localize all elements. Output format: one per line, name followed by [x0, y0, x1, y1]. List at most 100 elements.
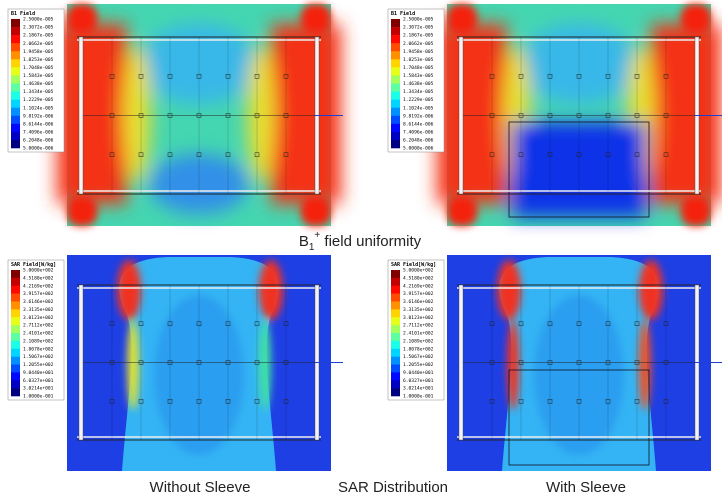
legend-swatch	[11, 388, 20, 396]
legend-label: 2.7112e+002	[23, 323, 54, 329]
field-right	[271, 24, 341, 204]
legend-label: 4.5180e+002	[403, 275, 434, 281]
legend-swatch	[11, 27, 20, 35]
legend-label: 3.6146e+002	[23, 299, 54, 305]
legend-swatch	[391, 108, 400, 116]
field-corner	[301, 196, 331, 226]
field-left	[57, 24, 127, 204]
legend-label: 7.4096e-006	[403, 129, 434, 135]
legend-label: 3.0214e+001	[403, 386, 434, 392]
legend-swatch	[391, 132, 400, 140]
legend-label: 1.8078e+002	[23, 346, 54, 352]
legend-label: 3.9157e+002	[403, 291, 434, 297]
legend-swatch	[11, 132, 20, 140]
legend-swatch	[391, 116, 400, 124]
legend-swatch	[11, 67, 20, 75]
legend-swatch	[11, 309, 20, 317]
legend-title: SAR Field[W/kg]	[11, 262, 56, 268]
caption-sar: SAR Distribution	[338, 479, 448, 496]
legend-label: 1.5843e-005	[403, 73, 434, 79]
legend-swatch	[11, 349, 20, 357]
legend-label: 1.3434e-005	[403, 89, 434, 95]
legend-swatch	[11, 357, 20, 365]
legend-label: 1.1024e-005	[403, 105, 434, 111]
legend-label: 2.3072e-005	[403, 25, 434, 31]
legend-swatch	[11, 100, 20, 108]
legend-swatch	[391, 84, 400, 92]
legend-label: 6.0327e+001	[23, 378, 54, 384]
legend-label: 1.5843e-005	[23, 73, 54, 79]
b1-panel: B1 Field2.5000e-0052.3072e-0052.1867e-00…	[388, 4, 722, 226]
legend-label: 3.0123e+002	[403, 315, 434, 321]
legend-swatch	[391, 270, 400, 278]
shoulder	[117, 260, 141, 320]
field-right	[651, 24, 721, 204]
legend-swatch	[11, 124, 20, 132]
legend-label: 2.5000e-005	[23, 17, 54, 23]
legend-swatch	[11, 380, 20, 388]
legend-swatch	[391, 75, 400, 83]
legend-swatch	[391, 19, 400, 27]
legend-label: 2.4101e+002	[403, 331, 434, 337]
coil-rung	[459, 37, 463, 194]
legend-swatch	[11, 140, 20, 148]
legend-label: 4.2169e+002	[23, 283, 54, 289]
legend-swatch	[391, 317, 400, 325]
legend-swatch	[11, 92, 20, 100]
legend-label: 1.2229e-005	[23, 97, 54, 103]
legend-label: 1.3434e-005	[23, 89, 54, 95]
legend-label: 1.0000e-001	[23, 394, 54, 400]
field-corner	[301, 4, 331, 34]
caption-without: Without Sleeve	[150, 479, 251, 496]
legend-label: 8.6144e-006	[403, 121, 434, 127]
field-corner	[447, 4, 477, 34]
field-corner	[681, 196, 711, 226]
legend-label: 2.0662e-005	[403, 41, 434, 47]
legend-title: SAR Field[W/kg]	[391, 262, 436, 268]
field-yellow	[247, 44, 275, 184]
legend-label: 2.5000e-005	[403, 17, 434, 23]
legend-swatch	[391, 278, 400, 286]
legend-swatch	[391, 59, 400, 67]
legend-swatch	[391, 286, 400, 294]
legend-label: 1.4638e-005	[23, 81, 54, 87]
legend-label: 5.0000e+002	[23, 268, 54, 274]
legend-swatch	[391, 309, 400, 317]
legend-label: 1.7048e-005	[23, 65, 54, 71]
legend-label: 3.0214e+001	[23, 386, 54, 392]
legend-swatch	[391, 294, 400, 302]
legend-swatch	[11, 372, 20, 380]
legend-label: 2.4101e+002	[23, 331, 54, 337]
legend-label: 9.0440e+001	[23, 370, 54, 376]
legend-label: 4.5180e+002	[23, 275, 54, 281]
legend-swatch	[11, 43, 20, 51]
legend-label: 1.8253e-005	[23, 57, 54, 63]
legend-swatch	[11, 270, 20, 278]
legend-swatch	[391, 27, 400, 35]
legend-swatch	[391, 365, 400, 373]
caption-b1: B1+ field uniformity	[299, 230, 422, 253]
legend-label: 2.3072e-005	[23, 25, 54, 31]
legend-swatch	[391, 302, 400, 310]
legend-label: 1.4638e-005	[403, 81, 434, 87]
legend-swatch	[11, 35, 20, 43]
caption-with: With Sleeve	[546, 479, 626, 496]
legend-swatch	[11, 294, 20, 302]
legend-swatch	[391, 325, 400, 333]
field-left	[437, 24, 507, 204]
legend-swatch	[11, 365, 20, 373]
legend-swatch	[391, 388, 400, 396]
legend-swatch	[391, 341, 400, 349]
legend-label: 1.1024e-005	[23, 105, 54, 111]
legend-swatch	[11, 302, 20, 310]
coil-rung	[459, 285, 463, 440]
legend-label: 7.4096e-006	[23, 129, 54, 135]
legend-label: 8.6144e-006	[23, 121, 54, 127]
legend-swatch	[391, 43, 400, 51]
legend-label: 1.2229e-005	[403, 97, 434, 103]
caption-rest: field uniformity	[320, 233, 421, 250]
figure: B1 Field2.5000e-0052.3072e-0052.1867e-00…	[0, 0, 722, 497]
legend-swatch	[391, 372, 400, 380]
legend-title: B1 Field	[391, 11, 415, 17]
